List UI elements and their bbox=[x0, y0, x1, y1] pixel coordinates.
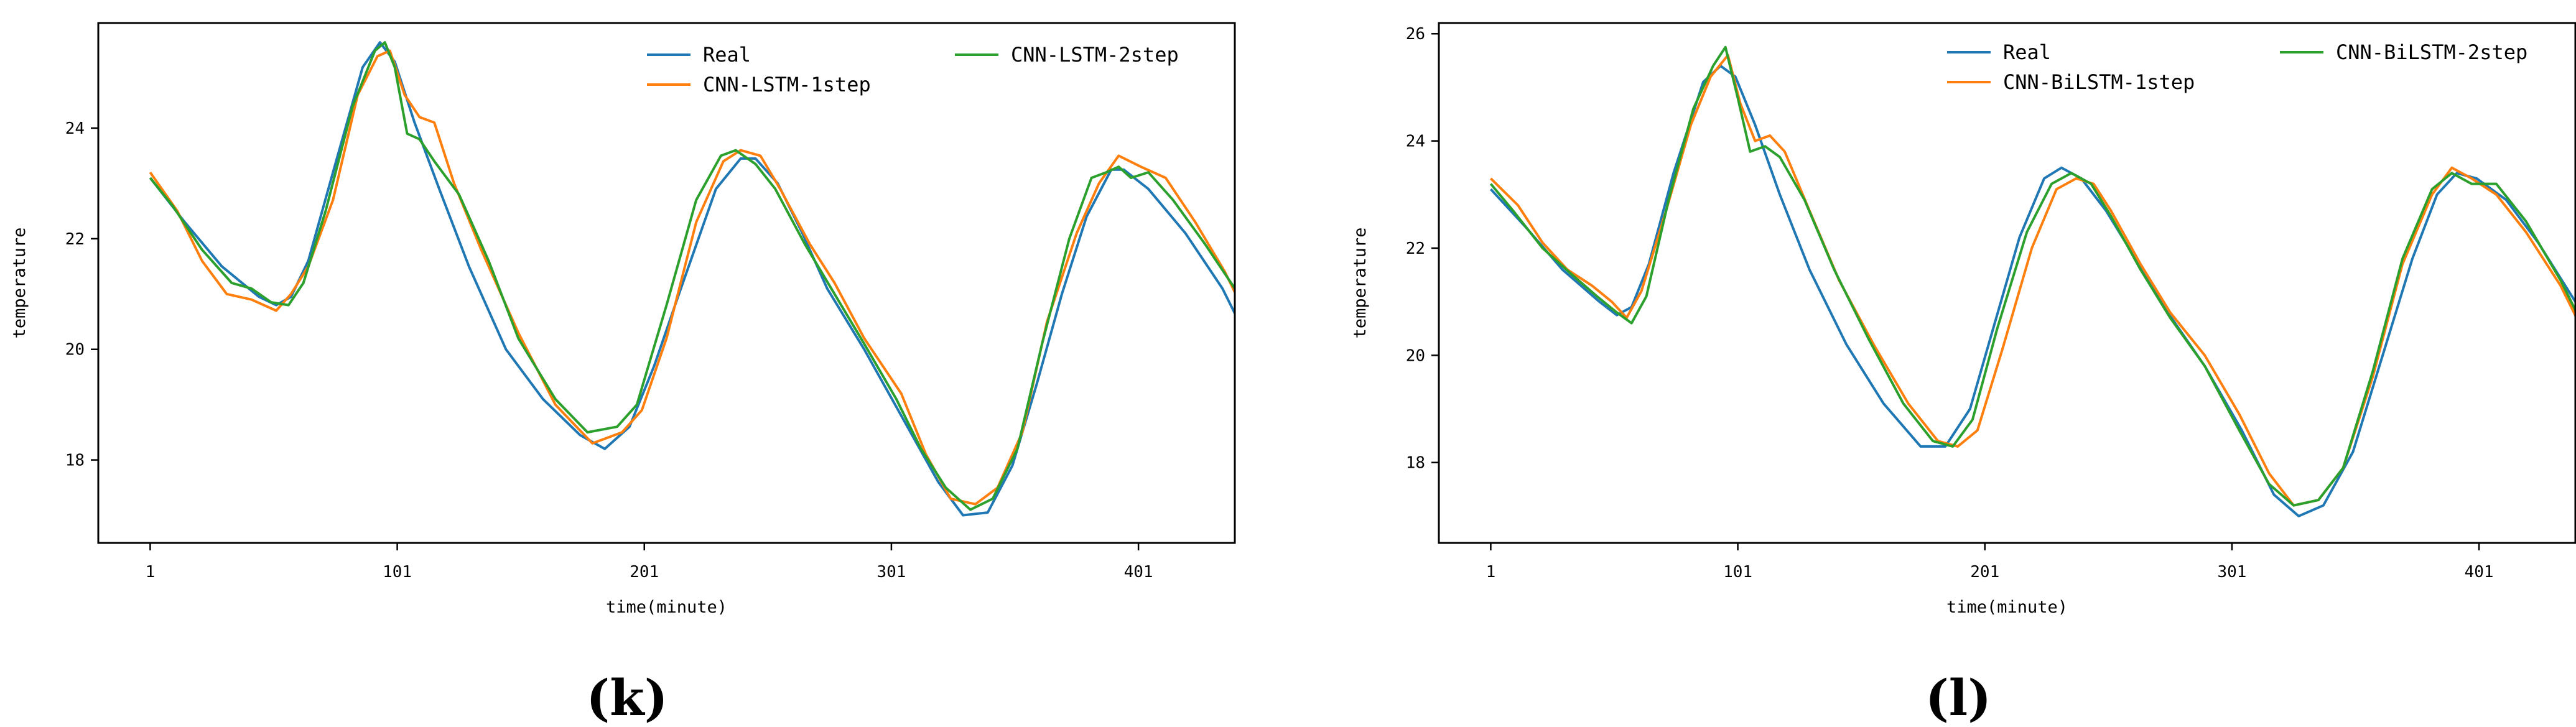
y-tick-label: 24 bbox=[65, 119, 85, 138]
series-lines bbox=[1489, 45, 2575, 517]
y-tick-label: 22 bbox=[1406, 239, 1425, 258]
plot-frame bbox=[1438, 22, 2576, 544]
plot-frame bbox=[97, 22, 1236, 544]
y-tick-label: 24 bbox=[1406, 132, 1425, 151]
x-tick-label: 301 bbox=[876, 563, 906, 581]
legend-label: CNN-BiLSTM-1step bbox=[2003, 70, 2195, 94]
x-tick-label: 101 bbox=[1723, 563, 1752, 581]
y-tick-label: 22 bbox=[65, 230, 85, 249]
x-tick-label: 1 bbox=[1486, 563, 1496, 581]
x-tick-label: 101 bbox=[383, 563, 412, 581]
chart-panel-k: 1 101 201 301 401 18 20 22 24 time(minute) tempera… bbox=[10, 22, 1236, 727]
legend-label: CNN-LSTM-2step bbox=[1011, 43, 1179, 67]
series-line-real bbox=[149, 41, 1235, 517]
x-tick-label: 401 bbox=[2465, 563, 2494, 581]
x-tick-label: 301 bbox=[2217, 563, 2246, 581]
legend-label: Real bbox=[703, 43, 751, 67]
panel-label: (l) bbox=[1925, 669, 1991, 727]
y-tick-label: 18 bbox=[65, 451, 85, 470]
x-tick-label: 1 bbox=[146, 563, 156, 581]
x-axis-title: time(minute) bbox=[1946, 598, 2068, 617]
series-line-real bbox=[1489, 64, 2575, 517]
x-tick-label: 401 bbox=[1124, 563, 1153, 581]
legend-label: Real bbox=[2003, 40, 2051, 64]
y-tick-label: 20 bbox=[65, 341, 85, 359]
y-tick-label: 26 bbox=[1406, 25, 1425, 44]
series-line-cnn-bilstm-2step bbox=[1489, 45, 2575, 507]
y-axis-title: temperature bbox=[1351, 228, 1370, 339]
y-axis-title: temperature bbox=[10, 228, 29, 339]
legend-label: CNN-LSTM-1step bbox=[703, 73, 871, 96]
series-line-cnn-lstm-2step bbox=[149, 41, 1235, 511]
series-line-cnn-bilstm-1step bbox=[1489, 53, 2575, 507]
x-tick-label: 201 bbox=[630, 563, 659, 581]
panel-label: (k) bbox=[586, 669, 667, 727]
x-axis-title: time(minute) bbox=[606, 598, 727, 617]
series-lines bbox=[149, 41, 1235, 517]
series-line-cnn-lstm-1step bbox=[149, 49, 1235, 506]
x-tick-label: 201 bbox=[1970, 563, 1999, 581]
legend-label: CNN-BiLSTM-2step bbox=[2336, 40, 2527, 64]
chart-panel-l: 1 101 201 301 401 18 20 22 24 26 time(minute) tempe… bbox=[1351, 22, 2576, 727]
y-tick-label: 18 bbox=[1406, 454, 1425, 473]
y-tick-label: 20 bbox=[1406, 346, 1425, 365]
